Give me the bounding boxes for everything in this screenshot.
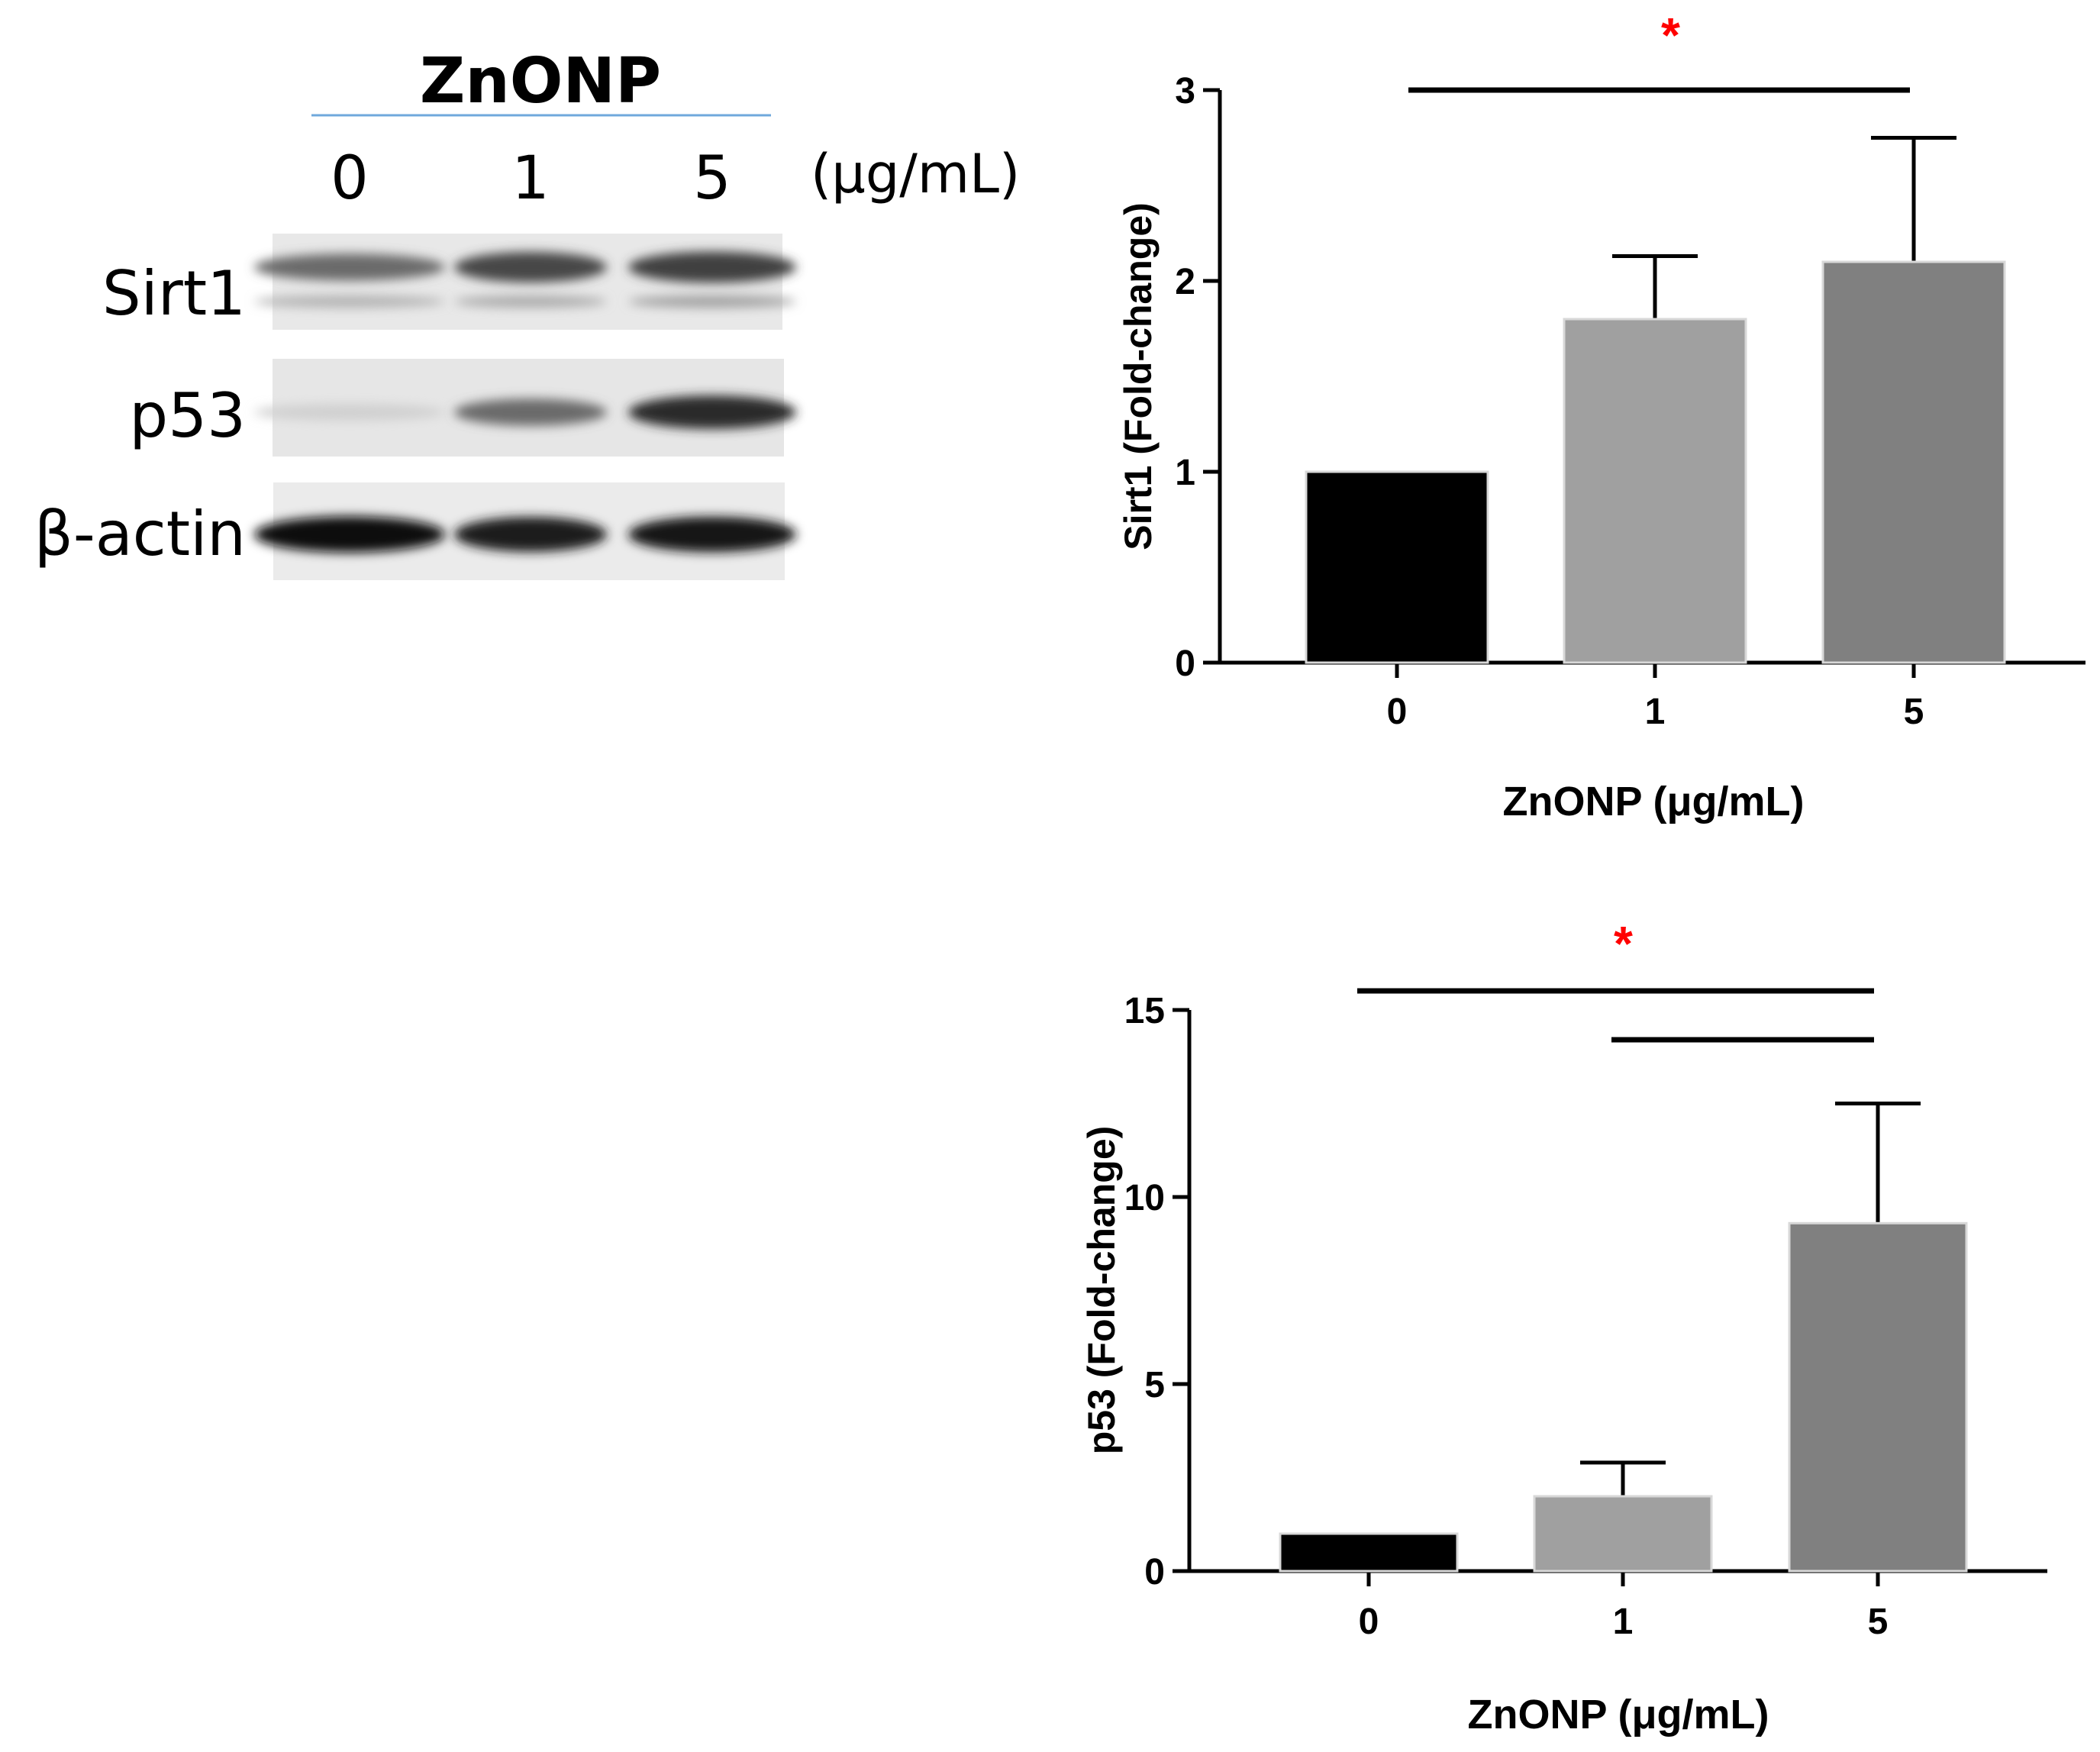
- p53-bar-0: [1279, 1532, 1459, 1573]
- blot-bands-beta-actin: [254, 516, 796, 553]
- blot-band-beta-actin-lane-1: [454, 517, 607, 552]
- p53-category-label-1: 1: [1613, 1602, 1634, 1642]
- blot-lower-band-sirt1-lane-2: [628, 295, 796, 308]
- sirt1-significance-star-0: *: [1661, 8, 1680, 63]
- p53-bars: [1279, 1221, 1968, 1573]
- sirt1-category-label-0: 0: [1387, 692, 1408, 732]
- blot-band-sirt1-lane-0: [254, 253, 445, 281]
- sirt1-y-tick-label-3: 3: [1175, 71, 1195, 111]
- sirt1-category-label-1: 1: [1645, 692, 1666, 732]
- blot-unit-label: (μg/mL): [811, 143, 1020, 205]
- blot-row-label-p53: p53: [129, 380, 246, 451]
- p53-significance: *: [1357, 916, 1874, 1043]
- blot-band-p53-lane-2: [628, 395, 796, 429]
- blot-bands-sirt1: [254, 251, 796, 308]
- p53-error-bars: [1580, 1102, 1921, 1496]
- blot-row-label-sirt1: Sirt1: [102, 258, 246, 329]
- blot-dose-label-0: 0: [331, 144, 369, 213]
- blot-band-sirt1-lane-2: [628, 251, 796, 283]
- p53-y-tick-label-0: 0: [1144, 1552, 1165, 1592]
- blot-dose-label-1: 1: [511, 144, 550, 213]
- sirt1-y-tick-label-2: 2: [1175, 262, 1195, 302]
- sirt1-error-bars: [1612, 136, 1956, 319]
- sirt1-bars: [1305, 260, 2006, 664]
- blot-bands-p53: [254, 395, 796, 429]
- blot-lower-band-sirt1-lane-0: [254, 295, 445, 308]
- sirt1-category-label-2: 5: [1904, 692, 1924, 732]
- p53-y-tick-label-3: 15: [1124, 991, 1165, 1031]
- p53-x-axis-label: ZnONP (μg/mL): [1467, 1692, 1769, 1737]
- blot-dose-label-5: 5: [693, 144, 731, 213]
- sirt1-bar-2: [1821, 260, 2006, 664]
- sirt1-y-axis-label: Sirt1 (Fold-change): [1117, 202, 1160, 550]
- sirt1-significance: *: [1408, 8, 1910, 93]
- sirt1-bar-1: [1563, 318, 1747, 664]
- p53-category-label-0: 0: [1359, 1602, 1379, 1642]
- blot-band-beta-actin-lane-0: [254, 516, 445, 553]
- sirt1-bar-0: [1305, 470, 1489, 664]
- p53-bar-1: [1533, 1495, 1713, 1573]
- p53-y-axis-label: p53 (Fold-change): [1080, 1126, 1123, 1455]
- sirt1-y-tick-label-0: 0: [1175, 644, 1195, 684]
- blot-band-sirt1-lane-1: [454, 251, 607, 283]
- p53-category-label-2: 5: [1868, 1602, 1889, 1642]
- blot-lower-band-sirt1-lane-1: [454, 295, 607, 308]
- p53-y-tick-label-2: 10: [1124, 1178, 1165, 1218]
- blot-treatment-label: ZnONP: [420, 45, 661, 118]
- p53-bar-2: [1788, 1221, 1968, 1573]
- sirt1-ticks: 0 1 2 3 0 1 5: [1175, 71, 1924, 732]
- blot-band-beta-actin-lane-2: [628, 516, 796, 553]
- sirt1-bar-chart: 0 1 2 3 0 1 5 * Sirt1 (Fold-change) ZnONP (μg/…: [1117, 8, 2085, 824]
- sirt1-x-axis-label: ZnONP (μg/mL): [1502, 779, 1804, 824]
- sirt1-y-tick-label-1: 1: [1175, 453, 1195, 493]
- blot-band-p53-lane-0: [254, 403, 445, 421]
- blot-row-label-beta-actin: β-actin: [34, 498, 246, 569]
- blot-band-p53-lane-1: [454, 398, 607, 426]
- p53-y-tick-label-1: 5: [1144, 1365, 1165, 1405]
- p53-significance-star-0: *: [1614, 916, 1633, 971]
- western-blot-panel: ZnONP (μg/mL) 0 1 5 Sirt1 p53 β-actin: [34, 45, 1020, 580]
